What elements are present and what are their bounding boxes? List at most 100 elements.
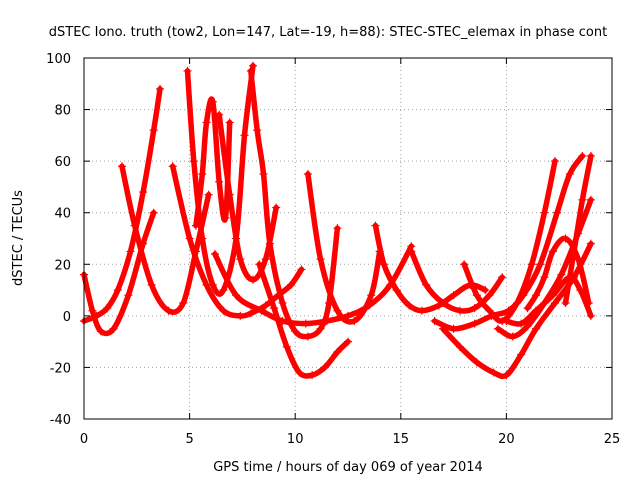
data-point [215, 177, 224, 186]
series-line [408, 248, 505, 314]
data-point [576, 286, 585, 295]
data-point [519, 291, 528, 300]
data-point [439, 324, 448, 333]
data-point [472, 291, 481, 300]
data-point [578, 151, 587, 160]
data-point [215, 110, 224, 119]
y-tick-label: -20 [50, 361, 71, 376]
data-point [481, 286, 490, 295]
series-line [81, 86, 163, 324]
data-point [221, 213, 230, 222]
data-point [261, 255, 270, 264]
data-point [460, 260, 469, 269]
data-point [536, 260, 545, 269]
data-point [272, 203, 281, 212]
data-point [472, 358, 481, 367]
data-point [449, 324, 458, 333]
data-point [455, 342, 464, 351]
data-point [210, 249, 219, 258]
series-line [440, 240, 594, 380]
data-point [531, 291, 540, 300]
data-point [189, 157, 198, 166]
data-point [502, 371, 511, 380]
data-point [504, 306, 513, 315]
data-point [282, 342, 291, 351]
y-tick-label: 80 [54, 104, 71, 119]
x-axis-label: GPS time / hours of day 069 of year 2014 [213, 460, 483, 475]
data-point [261, 301, 270, 310]
y-tick-label: -40 [50, 413, 71, 428]
data-point [333, 347, 342, 356]
data-point [208, 97, 217, 106]
data-point [168, 162, 177, 171]
data-point [278, 298, 287, 307]
series-line [169, 163, 305, 319]
data-point [236, 255, 245, 264]
data-point [470, 304, 479, 313]
data-point [291, 327, 300, 336]
data-point [303, 332, 312, 341]
data-point [449, 291, 458, 300]
data-point [430, 317, 439, 326]
data-point [308, 371, 317, 380]
data-point [561, 298, 570, 307]
data-point [561, 234, 570, 243]
data-point [439, 298, 448, 307]
data-series [80, 61, 595, 380]
data-point [365, 301, 374, 310]
data-point [508, 332, 517, 341]
y-tick-label: 60 [54, 155, 71, 170]
series-line [562, 153, 594, 306]
data-point [379, 260, 388, 269]
data-point [225, 118, 234, 127]
data-point [367, 291, 376, 300]
data-point [586, 195, 595, 204]
data-point [126, 247, 135, 256]
series-5 [183, 61, 257, 297]
data-point [498, 273, 507, 282]
data-point [540, 208, 549, 217]
data-point [219, 286, 228, 295]
series-8 [246, 66, 342, 341]
series-line [461, 158, 558, 324]
data-point [147, 280, 156, 289]
data-point [130, 221, 139, 230]
data-point [548, 291, 557, 300]
series-line [431, 153, 586, 332]
x-tick-label: 5 [185, 432, 193, 447]
data-point [407, 247, 416, 256]
data-point [278, 317, 287, 326]
data-point [297, 265, 306, 274]
data-point [204, 190, 213, 199]
y-tick-label: 0 [63, 310, 71, 325]
data-point [124, 291, 133, 300]
data-point [502, 317, 511, 326]
data-point [113, 286, 122, 295]
data-point [550, 298, 559, 307]
axis-ticks [83, 57, 613, 420]
data-point [586, 151, 595, 160]
data-point [270, 304, 279, 313]
chart-title: dSTEC Iono. truth (tow2, Lon=147, Lat=-1… [49, 25, 607, 40]
x-tick-label: 0 [80, 432, 88, 447]
series-6 [191, 96, 234, 230]
data-point [316, 324, 325, 333]
data-point [517, 319, 526, 328]
data-point [493, 324, 502, 333]
data-point [531, 306, 540, 315]
data-point [584, 298, 593, 307]
data-point [405, 301, 414, 310]
data-point [455, 306, 464, 315]
series-4 [168, 162, 306, 320]
series-11 [210, 242, 416, 328]
data-point [103, 304, 112, 313]
series-line [372, 222, 489, 314]
x-tick-labels: 0 5 10 15 20 25 [80, 432, 620, 447]
data-point [236, 311, 245, 320]
data-point [344, 337, 352, 346]
data-point [574, 255, 583, 264]
data-point [164, 306, 173, 315]
data-point [487, 311, 496, 320]
data-point [392, 286, 401, 295]
data-point [149, 126, 158, 135]
